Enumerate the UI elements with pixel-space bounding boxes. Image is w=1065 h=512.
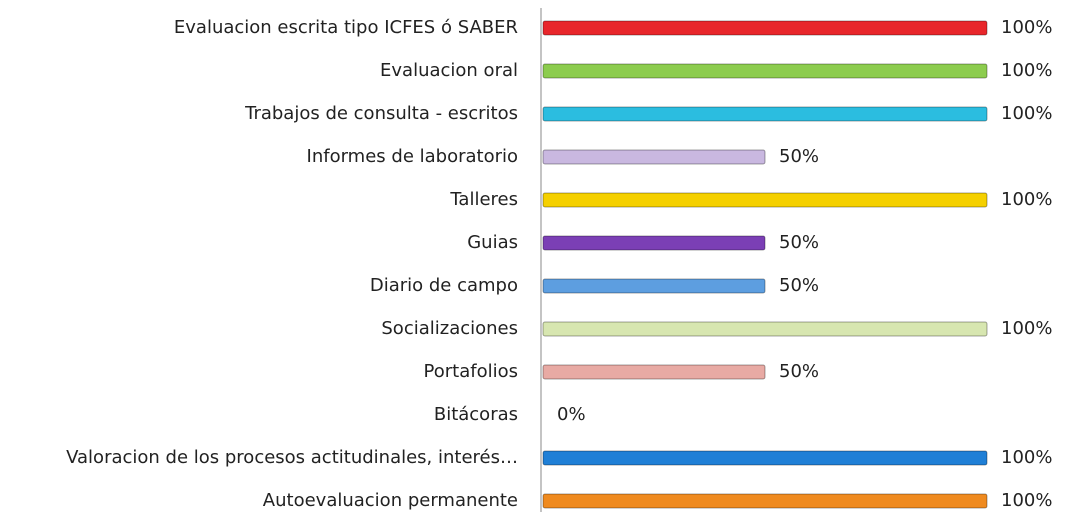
bar [542, 192, 988, 208]
value-label: 0% [557, 404, 586, 425]
category-label: Socializaciones [381, 318, 518, 339]
value-label: 50% [779, 232, 819, 253]
category-label: Informes de laboratorio [307, 146, 518, 167]
value-label: 100% [1001, 60, 1052, 81]
bar [542, 106, 988, 122]
category-label: Guias [467, 232, 518, 253]
bar [542, 20, 988, 36]
category-label: Trabajos de consulta - escritos [244, 103, 518, 124]
value-label: 100% [1001, 318, 1052, 339]
bar [542, 321, 988, 337]
category-label: Evaluacion escrita tipo ICFES ó SABER [174, 17, 518, 38]
category-label: Portafolios [424, 361, 518, 382]
bar [542, 149, 766, 165]
bar [542, 235, 766, 251]
value-label: 50% [779, 361, 819, 382]
bar [542, 450, 988, 466]
value-label: 100% [1001, 103, 1052, 124]
category-label: Evaluacion oral [380, 60, 518, 81]
category-label: Bitácoras [434, 404, 518, 425]
value-label: 100% [1001, 189, 1052, 210]
bar [542, 493, 988, 509]
category-label: Diario de campo [370, 275, 518, 296]
bar [542, 278, 766, 294]
category-label: Talleres [449, 189, 518, 210]
value-label: 100% [1001, 490, 1052, 511]
category-label: Autoevaluacion permanente [263, 490, 518, 511]
category-label: Valoracion de los procesos actitudinales… [66, 447, 518, 468]
bar [542, 364, 766, 380]
value-label: 50% [779, 146, 819, 167]
value-label: 50% [779, 275, 819, 296]
value-label: 100% [1001, 17, 1052, 38]
value-label: 100% [1001, 447, 1052, 468]
bar [542, 63, 988, 79]
